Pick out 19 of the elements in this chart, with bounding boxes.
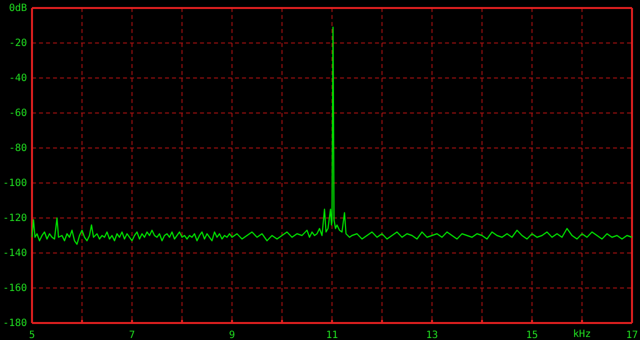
y-tick-label: -20 xyxy=(8,38,27,50)
x-tick-label: 11 xyxy=(326,330,338,340)
y-tick-label: -160 xyxy=(2,283,27,294)
line-series xyxy=(31,26,633,245)
y-tick-label: -100 xyxy=(2,178,27,190)
y-tick-label: -120 xyxy=(2,213,27,224)
y-tick-label: -80 xyxy=(8,143,27,154)
x-tick-label: 9 xyxy=(228,330,236,340)
y-tick-label: -60 xyxy=(8,108,27,120)
x-tick-label: 17 xyxy=(626,330,638,340)
y-tick-label: -180 xyxy=(2,318,27,330)
x-tick-label: 5 xyxy=(28,330,36,340)
y-tick-label: 0dB xyxy=(8,3,27,14)
x-tick-label: 7 xyxy=(128,330,136,340)
x-tick-label: 13 xyxy=(426,330,438,340)
y-tick-label: -40 xyxy=(8,73,27,84)
x-tick-label: 15 xyxy=(526,330,538,340)
x-axis-title: kHz xyxy=(572,329,592,340)
y-tick-label: -140 xyxy=(2,248,27,260)
